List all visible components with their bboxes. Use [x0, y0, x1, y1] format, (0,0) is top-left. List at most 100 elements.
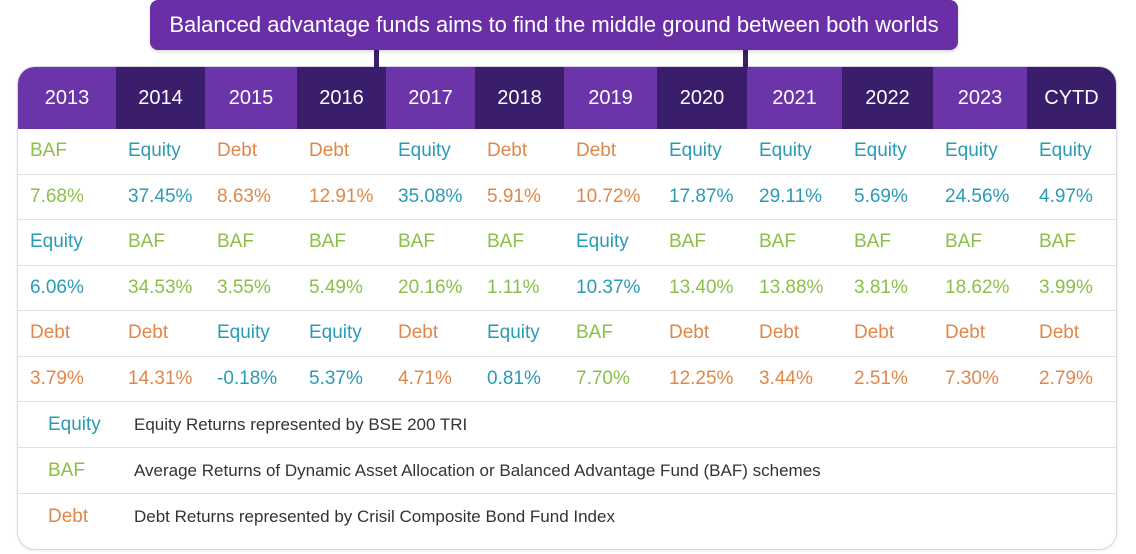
- legend-description: Average Returns of Dynamic Asset Allocat…: [134, 460, 821, 480]
- return-value-2020: 13.40%: [669, 276, 734, 298]
- return-value-2014: 37.45%: [128, 185, 193, 207]
- year-header-row: 2013 2014 2015 2016 2017 2018 2019 2020 2021 2022…: [18, 67, 1116, 129]
- year-header-2023: 2023: [933, 67, 1027, 129]
- year-header-2022: 2022: [842, 67, 933, 129]
- legend-description: Debt Returns represented by Crisil Compo…: [134, 507, 615, 526]
- return-value-2016: 5.37%: [309, 367, 363, 389]
- return-value-2015: 8.63%: [217, 185, 271, 207]
- rank-3-label-row: Debt Debt Equity Equity Debt Equity BAF Debt Deb…: [18, 311, 1116, 357]
- return-value-2018: 1.11%: [487, 276, 540, 298]
- return-value-2015: 3.55%: [217, 276, 271, 298]
- return-value-2020: 17.87%: [669, 185, 734, 207]
- asset-label-2017: Debt: [398, 322, 439, 344]
- year-header-2015: 2015: [205, 67, 297, 129]
- return-value-2017: 4.71%: [398, 367, 452, 389]
- return-value-2022: 5.69%: [854, 185, 908, 207]
- return-value-2021: 13.88%: [759, 276, 824, 298]
- return-value-2019: 10.72%: [576, 185, 641, 207]
- return-value-2017: 20.16%: [398, 276, 463, 298]
- return-value-2013: 6.06%: [30, 276, 84, 298]
- return-value-2013: 7.68%: [30, 185, 84, 207]
- return-value-2019: 7.70%: [576, 367, 630, 389]
- return-value-cytd: 2.79%: [1039, 367, 1093, 389]
- asset-label-2023: Equity: [945, 140, 998, 162]
- asset-label-2020: Debt: [669, 322, 710, 344]
- rank-2-value-row: 6.06% 34.53% 3.55% 5.49% 20.16% 1.11% 10.37% 13…: [18, 266, 1116, 311]
- asset-label-2014: Equity: [128, 140, 181, 162]
- title-connector-left: [374, 48, 379, 68]
- year-header-cytd: CYTD: [1027, 67, 1116, 129]
- asset-label-2019: Equity: [576, 231, 629, 253]
- asset-label-2016: Equity: [309, 322, 362, 344]
- year-header-2018: 2018: [475, 67, 564, 129]
- return-value-2023: 24.56%: [945, 185, 1010, 207]
- returns-grid: BAF Equity Debt Debt Equity Debt Debt Equity Equ…: [18, 129, 1116, 402]
- asset-label-2023: Debt: [945, 322, 986, 344]
- title-connector-right: [743, 48, 748, 68]
- asset-label-2017: BAF: [398, 231, 435, 253]
- asset-label-2019: Debt: [576, 140, 617, 162]
- return-value-2018: 0.81%: [487, 367, 541, 389]
- legend-row-debt: Debt Debt Returns represented by Crisil C…: [18, 494, 1116, 540]
- legend-key: Equity: [48, 413, 101, 435]
- return-value-2014: 34.53%: [128, 276, 193, 298]
- return-value-2023: 18.62%: [945, 276, 1010, 298]
- legend: Equity Equity Returns represented by BSE …: [18, 402, 1116, 540]
- return-value-2017: 35.08%: [398, 185, 463, 207]
- asset-label-2019: BAF: [576, 322, 613, 344]
- legend-key: BAF: [48, 459, 85, 481]
- rank-2-label-row: Equity BAF BAF BAF BAF BAF Equity BAF BAF BAF BAF B…: [18, 220, 1116, 266]
- return-value-2022: 3.81%: [854, 276, 908, 298]
- return-value-cytd: 3.99%: [1039, 276, 1093, 298]
- asset-label-2015: Equity: [217, 322, 270, 344]
- return-value-2014: 14.31%: [128, 367, 193, 389]
- asset-label-2013: Debt: [30, 322, 71, 344]
- asset-label-2021: Equity: [759, 140, 812, 162]
- rank-1-label-row: BAF Equity Debt Debt Equity Debt Debt Equity Equ…: [18, 129, 1116, 175]
- legend-key: Debt: [48, 506, 89, 527]
- asset-label-2022: BAF: [854, 231, 891, 253]
- return-value-2018: 5.91%: [487, 185, 541, 207]
- asset-label-2023: BAF: [945, 231, 982, 253]
- year-header-2021: 2021: [747, 67, 842, 129]
- return-value-2021: 3.44%: [759, 367, 813, 389]
- return-value-2023: 7.30%: [945, 367, 999, 389]
- chart-title: Balanced advantage funds aims to find th…: [150, 0, 958, 50]
- asset-label-2015: BAF: [217, 231, 254, 253]
- year-header-2019: 2019: [564, 67, 657, 129]
- legend-description: Equity Returns represented by BSE 200 TR…: [134, 414, 468, 434]
- asset-label-2014: BAF: [128, 231, 165, 253]
- return-value-2016: 12.91%: [309, 185, 374, 207]
- asset-label-2018: Debt: [487, 140, 528, 162]
- asset-label-2021: Debt: [759, 322, 800, 344]
- asset-label-2013: Equity: [30, 231, 83, 253]
- asset-label-2014: Debt: [128, 322, 169, 344]
- asset-label-2020: Equity: [669, 140, 722, 162]
- return-value-2015: -0.18%: [217, 367, 278, 389]
- return-value-2013: 3.79%: [30, 367, 84, 389]
- asset-label-2021: BAF: [759, 231, 796, 253]
- year-header-2014: 2014: [116, 67, 205, 129]
- asset-label-2016: Debt: [309, 140, 350, 162]
- asset-label-cytd: BAF: [1039, 231, 1076, 253]
- asset-label-2022: Debt: [854, 322, 895, 344]
- asset-label-2018: Equity: [487, 322, 540, 344]
- return-value-2021: 29.11%: [759, 185, 823, 207]
- year-header-2016: 2016: [297, 67, 386, 129]
- year-header-2017: 2017: [386, 67, 475, 129]
- asset-label-2015: Debt: [217, 140, 258, 162]
- return-value-2019: 10.37%: [576, 276, 641, 298]
- returns-table-card: 2013 2014 2015 2016 2017 2018 2019 2020 2021 2022…: [17, 66, 1117, 550]
- asset-label-cytd: Equity: [1039, 140, 1092, 162]
- legend-row-baf: BAF Average Returns of Dynamic Asset Allo…: [18, 448, 1116, 494]
- year-header-2020: 2020: [657, 67, 747, 129]
- return-value-cytd: 4.97%: [1039, 185, 1093, 207]
- asset-label-2018: BAF: [487, 231, 524, 253]
- asset-label-2020: BAF: [669, 231, 706, 253]
- asset-label-2013: BAF: [30, 140, 67, 162]
- asset-label-2016: BAF: [309, 231, 346, 253]
- rank-3-value-row: 3.79% 14.31% -0.18% 5.37% 4.71% 0.81% 7.70% 12.…: [18, 357, 1116, 402]
- return-value-2016: 5.49%: [309, 276, 363, 298]
- year-header-2013: 2013: [18, 67, 116, 129]
- return-value-2022: 2.51%: [854, 367, 908, 389]
